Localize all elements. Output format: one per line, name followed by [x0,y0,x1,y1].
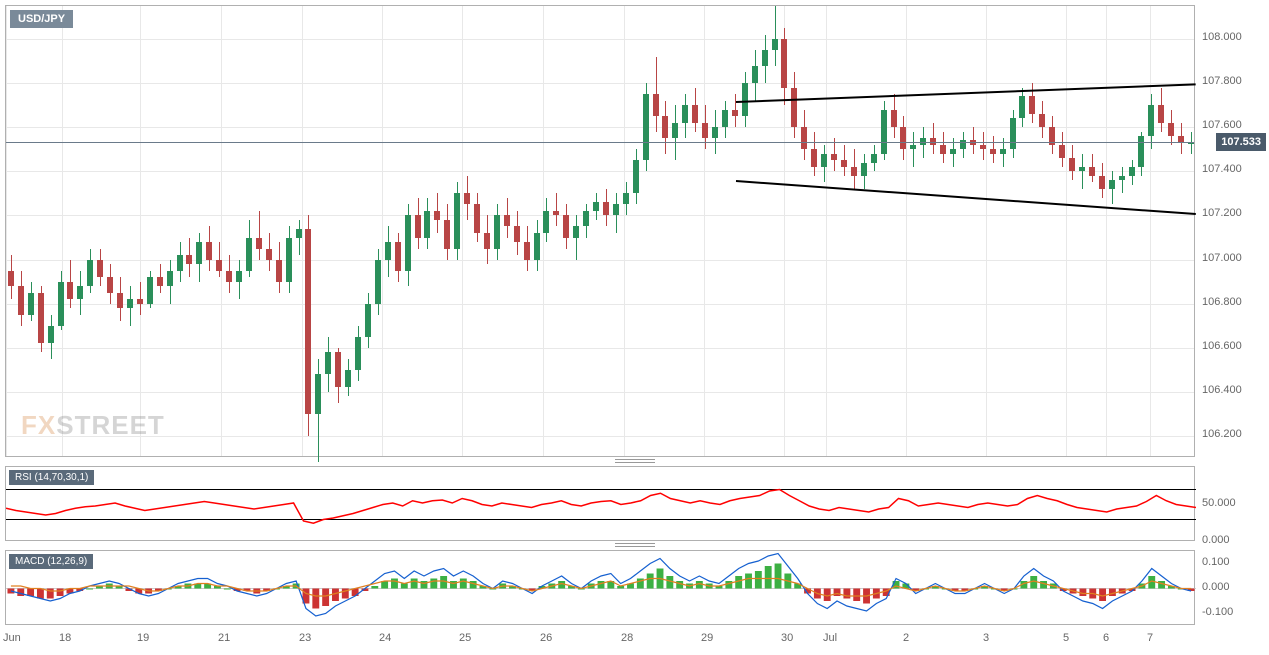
rsi-panel[interactable]: RSI (14,70,30,1) [5,466,1195,541]
macd-panel[interactable]: MACD (12,26,9) [5,550,1195,625]
current-price-line [6,142,1194,143]
macd-badge: MACD (12,26,9) [9,554,93,569]
panel-resize-handle-1[interactable] [615,459,655,463]
watermark: FXSTREET [21,410,165,441]
rsi-badge: RSI (14,70,30,1) [9,470,94,485]
current-price-tag: 107.533 [1216,133,1266,151]
panel-resize-handle-2[interactable] [615,543,655,547]
pair-badge: USD/JPY [10,10,73,28]
price-chart-panel[interactable]: 107.533 USD/JPY FXSTREET [5,5,1195,457]
